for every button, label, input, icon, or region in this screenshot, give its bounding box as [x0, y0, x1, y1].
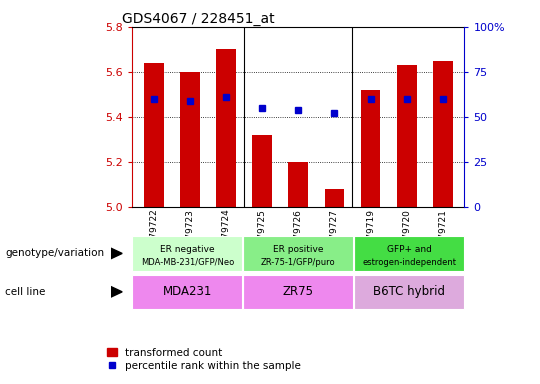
Text: MDA-MB-231/GFP/Neo: MDA-MB-231/GFP/Neo	[141, 258, 234, 266]
Polygon shape	[111, 286, 122, 297]
Bar	[132, 275, 243, 309]
Text: ER negative: ER negative	[160, 245, 215, 254]
Text: MDA231: MDA231	[163, 285, 212, 298]
Bar	[288, 162, 308, 207]
Bar	[144, 63, 164, 207]
Bar	[132, 236, 243, 271]
Bar	[216, 50, 236, 207]
Text: estrogen-independent: estrogen-independent	[362, 258, 456, 266]
Text: genotype/variation: genotype/variation	[5, 248, 105, 258]
Bar	[397, 65, 416, 207]
Bar	[354, 236, 464, 271]
Text: ER positive: ER positive	[273, 245, 323, 254]
Text: ZR-75-1/GFP/puro: ZR-75-1/GFP/puro	[261, 258, 336, 266]
Bar	[180, 72, 200, 207]
Bar	[325, 189, 345, 207]
Text: GDS4067 / 228451_at: GDS4067 / 228451_at	[122, 12, 274, 25]
Bar	[243, 275, 354, 309]
Text: B6TC hybrid: B6TC hybrid	[373, 285, 445, 298]
Bar	[252, 135, 272, 207]
Bar	[243, 236, 354, 271]
Legend: transformed count, percentile rank within the sample: transformed count, percentile rank withi…	[103, 344, 305, 375]
Bar	[361, 90, 381, 207]
Bar	[433, 61, 453, 207]
Bar	[354, 275, 464, 309]
Text: ZR75: ZR75	[283, 285, 314, 298]
Polygon shape	[111, 248, 122, 259]
Text: GFP+ and: GFP+ and	[387, 245, 431, 254]
Text: cell line: cell line	[5, 287, 46, 297]
